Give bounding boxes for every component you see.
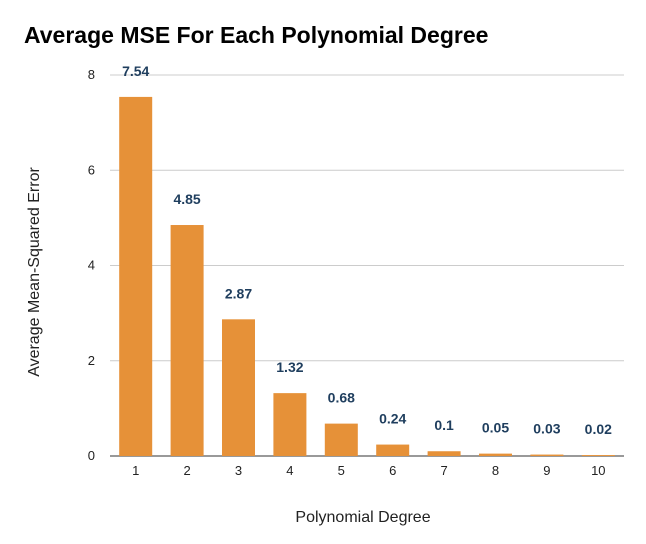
bar	[273, 393, 307, 456]
bar	[479, 453, 512, 456]
bar	[324, 423, 358, 456]
bar	[119, 96, 153, 456]
y-tick-label: 8	[88, 67, 95, 82]
bar	[222, 319, 255, 456]
x-tick-label: 4	[286, 463, 293, 478]
y-tick-label: 4	[88, 258, 95, 273]
bar	[530, 454, 564, 456]
chart-title: Average MSE For Each Polynomial Degree	[24, 22, 489, 48]
x-tick-label: 6	[389, 463, 396, 478]
y-tick-labels: 0 2 4 6 8	[88, 67, 95, 463]
bar	[427, 451, 461, 456]
data-label: 0.02	[585, 421, 612, 437]
data-label: 4.85	[173, 191, 200, 207]
data-label: 1.32	[276, 359, 303, 375]
x-tick-label: 7	[440, 463, 447, 478]
y-tick-label: 0	[88, 448, 95, 463]
data-label: 0.1	[434, 417, 454, 433]
data-label: 2.87	[225, 285, 252, 301]
data-label: 7.54	[122, 63, 149, 79]
data-label: 0.05	[482, 420, 509, 436]
bar	[170, 225, 204, 456]
x-tick-label: 1	[132, 463, 139, 478]
data-label: 0.68	[328, 390, 355, 406]
data-labels: 7.54 4.85 2.87 1.32 0.68 0.24 0.1 0.05 0.03 0.02	[122, 63, 612, 437]
x-tick-labels: 1 2 3 4 5 6 7 8 9 10	[132, 463, 605, 478]
x-tick-label: 8	[492, 463, 499, 478]
y-axis-title: Average Mean-Squared Error	[26, 167, 43, 377]
bars	[119, 96, 615, 456]
x-tick-label: 3	[235, 463, 242, 478]
bar	[376, 444, 410, 456]
data-label: 0.24	[379, 411, 406, 427]
x-tick-label: 5	[338, 463, 345, 478]
x-axis-title: Polynomial Degree	[295, 509, 430, 526]
data-label: 0.03	[533, 421, 560, 437]
y-tick-label: 2	[88, 353, 95, 368]
x-tick-label: 10	[591, 463, 605, 478]
y-tick-label: 6	[88, 162, 95, 177]
bar	[581, 455, 615, 456]
x-tick-label: 9	[543, 463, 550, 478]
x-tick-label: 2	[183, 463, 190, 478]
